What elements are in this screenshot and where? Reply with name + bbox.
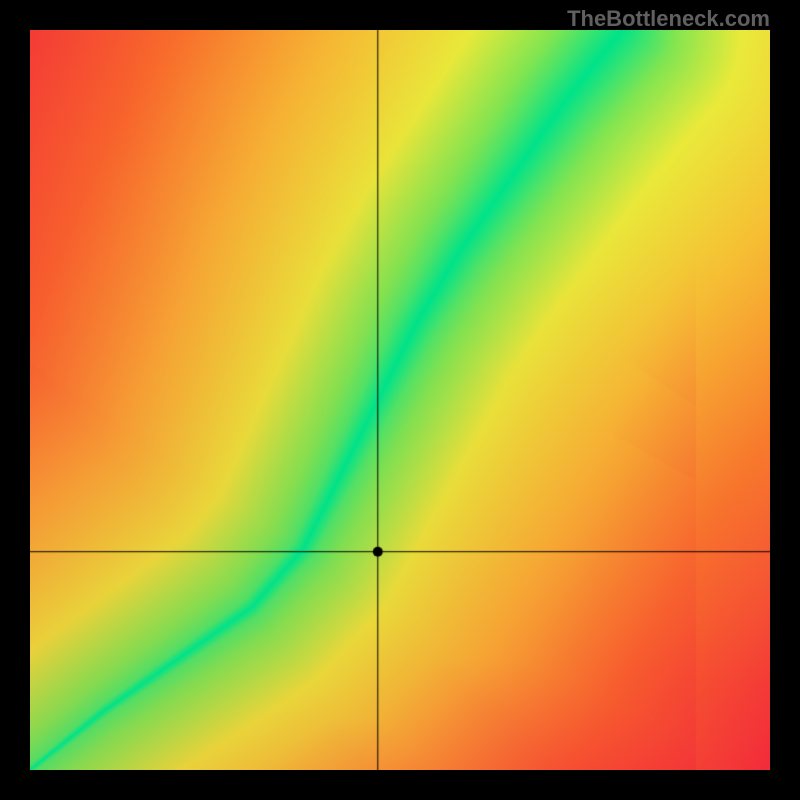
crosshair-overlay bbox=[30, 30, 770, 770]
heatmap-plot bbox=[30, 30, 770, 770]
watermark-text: TheBottleneck.com bbox=[567, 6, 770, 32]
